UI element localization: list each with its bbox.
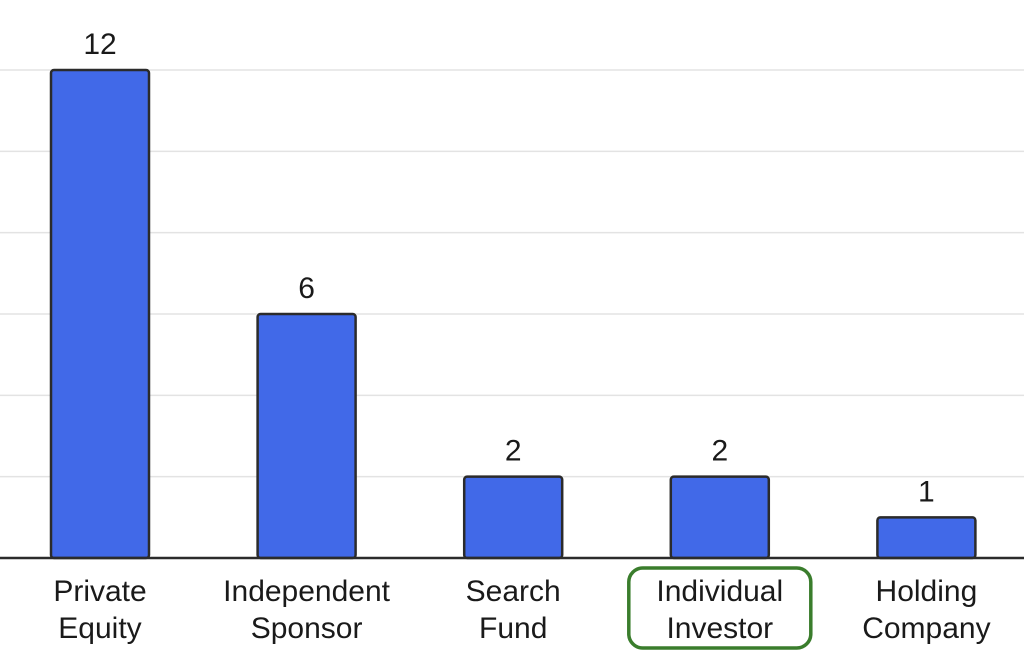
value-label: 1 xyxy=(918,475,935,508)
x-tick-label: Search Fund xyxy=(466,575,561,645)
highlight-box xyxy=(627,566,813,650)
x-tick-labels: Private Equity Independent Sponsor Search Fun… xyxy=(53,575,990,645)
value-label: 2 xyxy=(711,435,728,468)
gridlines xyxy=(0,69,1024,478)
highlight-border xyxy=(627,566,813,650)
value-labels: 12 6 2 2 1 xyxy=(83,28,934,508)
bar xyxy=(876,516,977,560)
x-tick-label: Individual Investor xyxy=(656,575,783,645)
value-label: 6 xyxy=(298,272,315,305)
bars xyxy=(49,68,977,560)
bar xyxy=(462,475,564,560)
x-tick-label: Independent Sponsor xyxy=(223,575,390,645)
bar xyxy=(669,475,771,560)
value-label: 2 xyxy=(505,435,522,468)
value-label: 12 xyxy=(83,28,116,61)
x-tick-label: Private Equity xyxy=(53,575,146,645)
x-tick-label: Holding Company xyxy=(862,575,990,645)
bar xyxy=(256,312,357,560)
bar xyxy=(49,68,151,560)
